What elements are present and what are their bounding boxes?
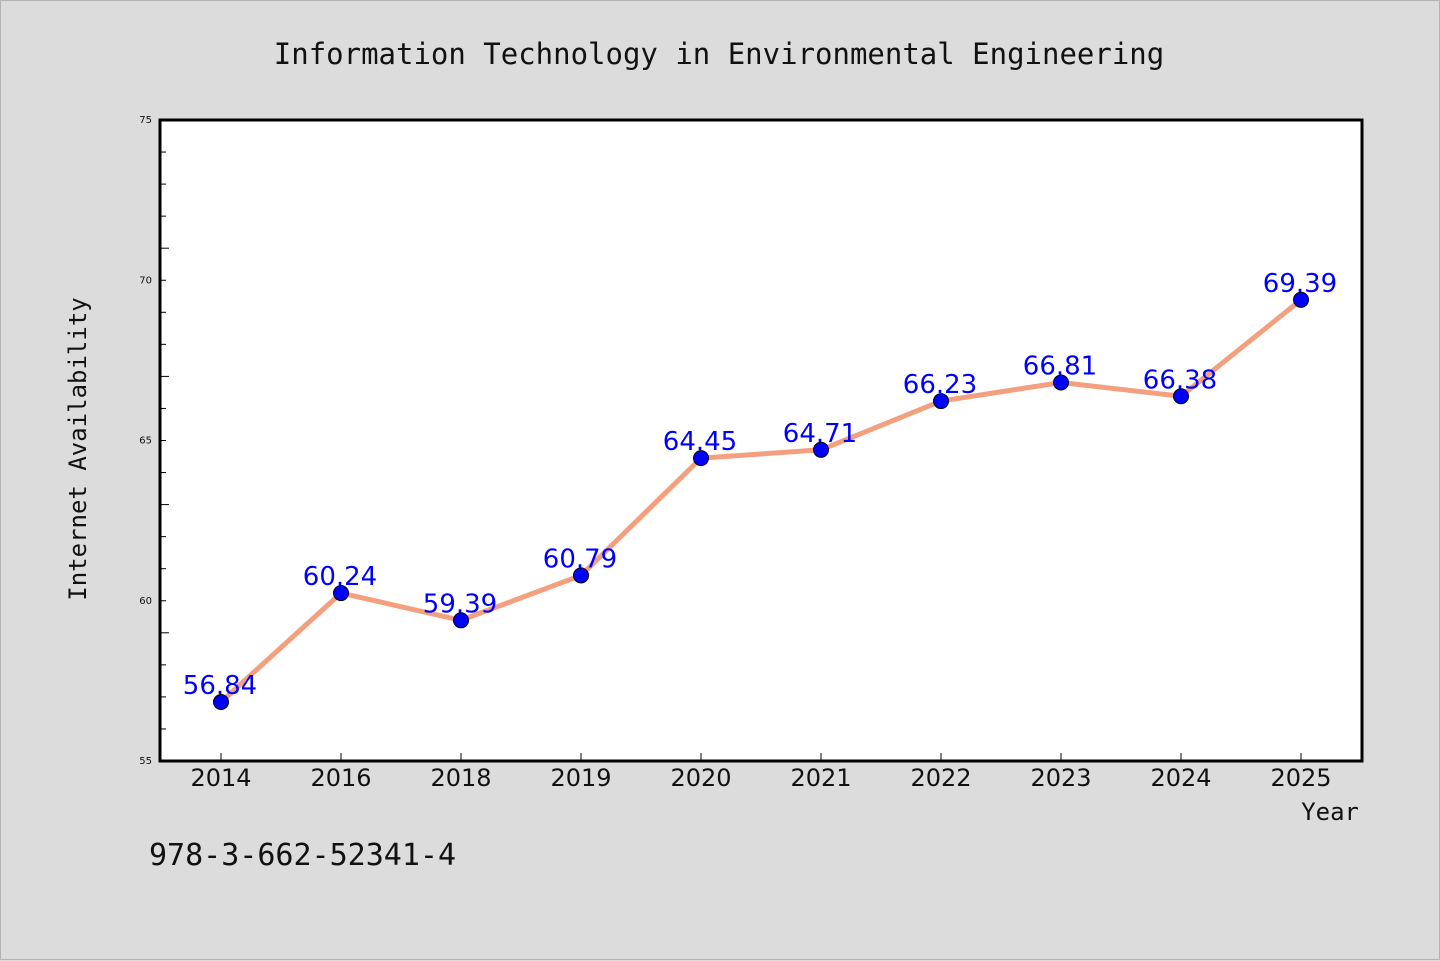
data-label: 66.38 xyxy=(1143,365,1217,395)
data-point xyxy=(573,567,589,584)
x-tick-label: 2018 xyxy=(430,764,491,792)
data-label: 66.81 xyxy=(1023,351,1097,381)
data-point xyxy=(933,393,949,410)
data-point xyxy=(693,450,709,467)
x-tick-label: 2022 xyxy=(910,764,971,792)
data-label: 64.71 xyxy=(783,419,857,449)
data-point xyxy=(1173,388,1189,405)
x-axis: 2014 2016 2018 2019 2020 2021 2022 2023 2024 2025 xyxy=(190,753,1332,792)
x-axis-label: Year xyxy=(1301,798,1359,826)
y-tick-label: 65 xyxy=(139,436,152,447)
data-point xyxy=(1053,374,1069,391)
data-label: 60.79 xyxy=(543,544,617,574)
x-tick-label: 2016 xyxy=(310,764,371,792)
y-tick-label: 70 xyxy=(139,275,152,286)
x-tick-label: 2019 xyxy=(550,764,611,792)
x-tick-label: 2023 xyxy=(1030,764,1091,792)
data-label: 66.23 xyxy=(903,370,977,400)
y-tick-label: 75 xyxy=(139,115,152,126)
y-axis-label: Internet Availability xyxy=(64,297,92,600)
x-tick-label: 2025 xyxy=(1270,764,1331,792)
data-label: 59.39 xyxy=(423,589,497,619)
y-tick-label: 60 xyxy=(139,596,152,607)
data-label: 64.45 xyxy=(663,427,737,457)
series-line xyxy=(218,297,1304,705)
x-tick-label: 2014 xyxy=(190,764,251,792)
y-tick-label: 55 xyxy=(139,756,152,767)
isbn-text: 978-3-662-52341-4 xyxy=(149,838,456,873)
data-point xyxy=(1293,291,1309,308)
x-tick-label: 2024 xyxy=(1150,764,1211,792)
data-point xyxy=(333,585,349,602)
series-layer: 56.84 60.24 59.39 60.79 64.45 64.71 66.23 66.81… xyxy=(183,269,1337,711)
data-label: 60.24 xyxy=(303,562,377,592)
plot-area xyxy=(158,118,1364,763)
x-tick-label: 2020 xyxy=(670,764,731,792)
data-label: 56.84 xyxy=(183,671,257,701)
x-tick-label: 2021 xyxy=(790,764,851,792)
data-point xyxy=(453,612,469,629)
y-axis: 55 60 65 70 75 xyxy=(139,115,169,767)
data-point xyxy=(213,694,229,711)
data-point xyxy=(813,441,829,458)
chart-title: Information Technology in Environmental … xyxy=(274,37,1164,71)
data-label: 69.39 xyxy=(1263,269,1337,299)
